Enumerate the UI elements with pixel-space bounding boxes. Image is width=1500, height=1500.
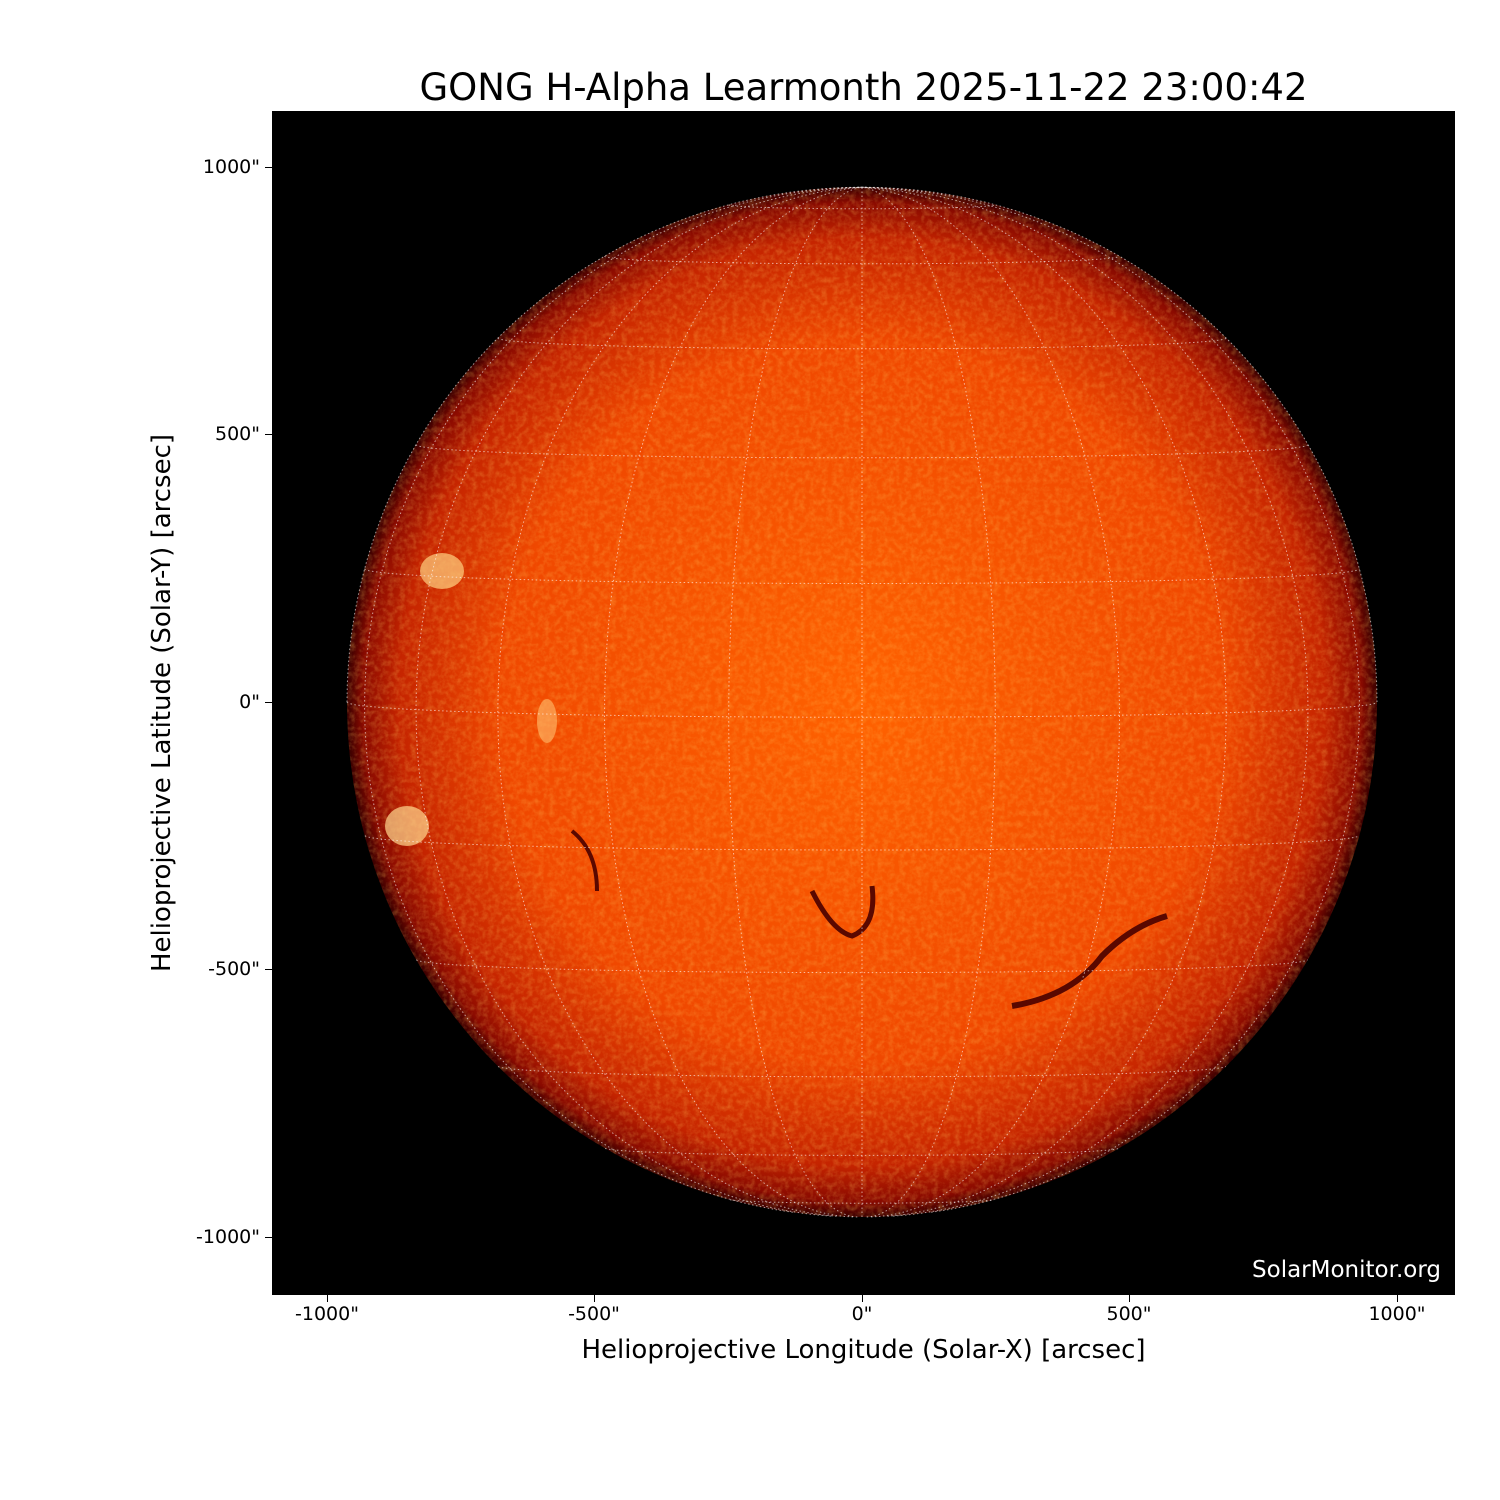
latitude-grid-line xyxy=(728,204,996,210)
longitude-grid-line xyxy=(728,186,863,1218)
longitude-grid-line xyxy=(861,186,1121,1218)
x-tick-label: -1000" xyxy=(295,1303,359,1325)
plage-region xyxy=(537,699,557,743)
x-axis-label: Helioprojective Longitude (Solar-X) [arc… xyxy=(581,1335,1146,1365)
latitude-grid-line xyxy=(364,835,1360,851)
x-tick-mark xyxy=(862,1295,863,1302)
x-tick-mark xyxy=(1129,1295,1130,1302)
y-tick-mark xyxy=(265,702,272,703)
x-tick-mark xyxy=(1397,1295,1398,1302)
longitude-grid-line xyxy=(346,186,863,703)
latitude-grid-line xyxy=(416,959,1308,974)
x-tick-label: 500" xyxy=(1106,1303,1152,1325)
latitude-grid-line xyxy=(604,255,1120,265)
solar-features xyxy=(385,553,1168,1009)
longitude-grid-line xyxy=(603,186,863,1218)
latitude-grid-line xyxy=(604,1147,1120,1156)
watermark: SolarMonitor.org xyxy=(1252,1257,1441,1283)
solar-image-axes: SolarMonitor.org xyxy=(272,111,1455,1295)
x-tick-mark xyxy=(327,1295,328,1302)
y-tick-label: 0" xyxy=(239,691,260,713)
longitude-grid-line xyxy=(861,186,996,1218)
y-axis-label: Helioprojective Latitude (Solar-Y) [arcs… xyxy=(147,433,177,973)
x-tick-label: 0" xyxy=(851,1303,873,1325)
filament xyxy=(809,885,876,939)
y-tick-label: 1000" xyxy=(202,156,260,178)
plage-region xyxy=(420,553,464,589)
plot-title: GONG H-Alpha Learmonth 2025-11-22 23:00:… xyxy=(419,66,1308,109)
plage-region xyxy=(385,806,429,846)
latitude-grid-line xyxy=(364,568,1360,584)
x-tick-label: -500" xyxy=(568,1303,620,1325)
chromosphere-texture xyxy=(347,187,1377,1217)
x-tick-label: 1000" xyxy=(1368,1303,1426,1325)
longitude-grid-line xyxy=(861,186,1378,703)
y-tick-mark xyxy=(265,167,272,168)
y-tick-mark xyxy=(265,969,272,970)
y-tick-mark xyxy=(265,434,272,435)
latitude-grid-line xyxy=(415,444,1309,459)
y-tick-label: 500" xyxy=(214,423,260,445)
latitude-grid-line xyxy=(729,1199,995,1204)
y-tick-label: -1000" xyxy=(196,1226,260,1248)
filament xyxy=(570,829,599,892)
y-tick-mark xyxy=(265,1237,272,1238)
y-tick-label: -500" xyxy=(208,958,260,980)
heliographic-grid xyxy=(346,186,1378,1218)
x-tick-mark xyxy=(594,1295,595,1302)
solar-disk-image xyxy=(346,186,1378,1218)
filament xyxy=(1011,913,1168,1009)
